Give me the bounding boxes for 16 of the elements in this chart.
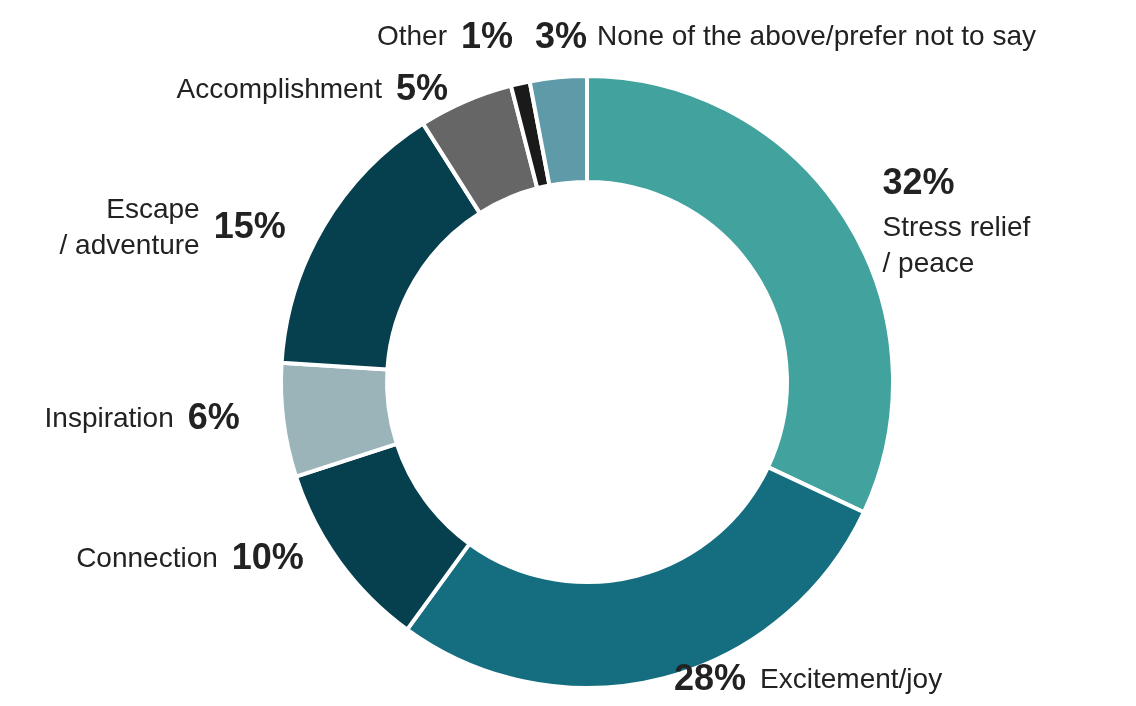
data-label: 10%	[231, 536, 304, 578]
slice-label: Connection	[76, 541, 218, 573]
slice-label: Accomplishment	[176, 73, 383, 105]
data-label: 3%	[535, 14, 588, 56]
data-label: 1%	[460, 14, 513, 56]
slice-label: Escape / adventure	[59, 192, 200, 260]
slice-label: Stress relief / peace	[882, 210, 1031, 278]
slice-label: Other	[376, 20, 447, 52]
data-label: 5%	[395, 67, 448, 109]
slice-label: None of the above/prefer not to say	[597, 20, 1036, 52]
slice-label: Inspiration	[44, 402, 174, 434]
data-label: 15%	[213, 204, 286, 246]
data-label: 32%	[882, 160, 955, 202]
slice-label: Excitement/joy	[760, 662, 943, 694]
data-label: 28%	[674, 657, 747, 699]
data-label: 6%	[187, 396, 240, 438]
